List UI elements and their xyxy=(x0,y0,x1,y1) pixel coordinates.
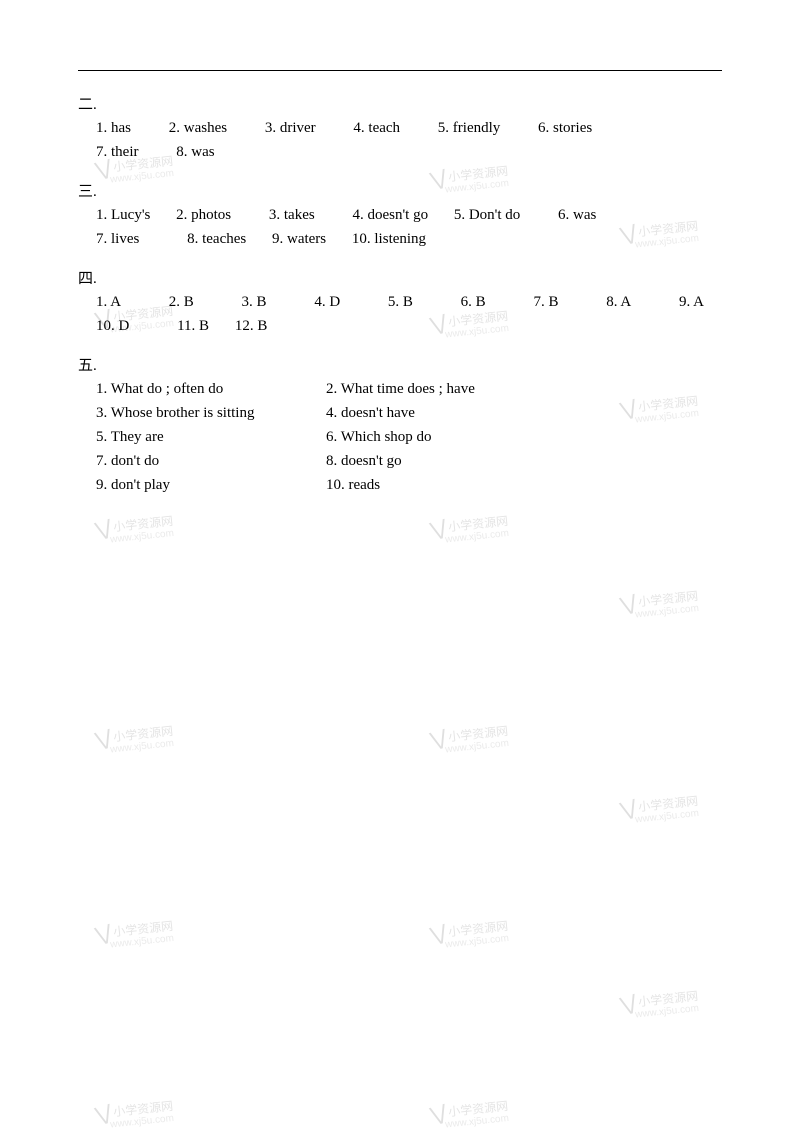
watermark: ⋁小学资源网www.xj5u.com xyxy=(428,1091,509,1132)
top-rule xyxy=(78,70,722,71)
watermark: ⋁小学资源网www.xj5u.com xyxy=(93,1091,174,1132)
page-content: 二. 1. has 2. washes 3. driver 4. teach 5… xyxy=(0,0,800,537)
answer-pair: 7. don't do8. doesn't go xyxy=(96,449,722,473)
watermark: ⋁小学资源网www.xj5u.com xyxy=(93,911,174,952)
answer-pair: 3. Whose brother is sitting4. doesn't ha… xyxy=(96,401,722,425)
answer-pair: 9. don't play10. reads xyxy=(96,473,722,497)
answer-pair: 5. They are6. Which shop do xyxy=(96,425,722,449)
answer-pair: 1. What do ; often do2. What time does ;… xyxy=(96,377,722,401)
watermark: ⋁小学资源网www.xj5u.com xyxy=(618,581,699,622)
section-3-row-2: 7. lives 8. teaches 9. waters 10. listen… xyxy=(96,227,722,251)
watermark: ⋁小学资源网www.xj5u.com xyxy=(618,981,699,1022)
section-2-row-1: 1. has 2. washes 3. driver 4. teach 5. f… xyxy=(96,116,722,140)
watermark: ⋁小学资源网www.xj5u.com xyxy=(428,716,509,757)
section-4-head: 四. xyxy=(78,267,722,288)
watermark: ⋁小学资源网www.xj5u.com xyxy=(93,716,174,757)
section-4-row-2: 10. D 11. B 12. B xyxy=(96,314,722,338)
section-2-row-2: 7. their 8. was xyxy=(96,140,722,164)
section-5-body: 1. What do ; often do2. What time does ;… xyxy=(96,377,722,497)
watermark: ⋁小学资源网www.xj5u.com xyxy=(618,786,699,827)
section-3-head: 三. xyxy=(78,180,722,201)
section-3-row-1: 1. Lucy's 2. photos 3. takes 4. doesn't … xyxy=(96,203,722,227)
watermark: ⋁小学资源网www.xj5u.com xyxy=(428,911,509,952)
section-5-head: 五. xyxy=(78,354,722,375)
section-2-head: 二. xyxy=(78,93,722,114)
section-4-row-1: 1. A 2. B 3. B 4. D 5. B 6. B 7. B 8. A … xyxy=(96,290,722,314)
